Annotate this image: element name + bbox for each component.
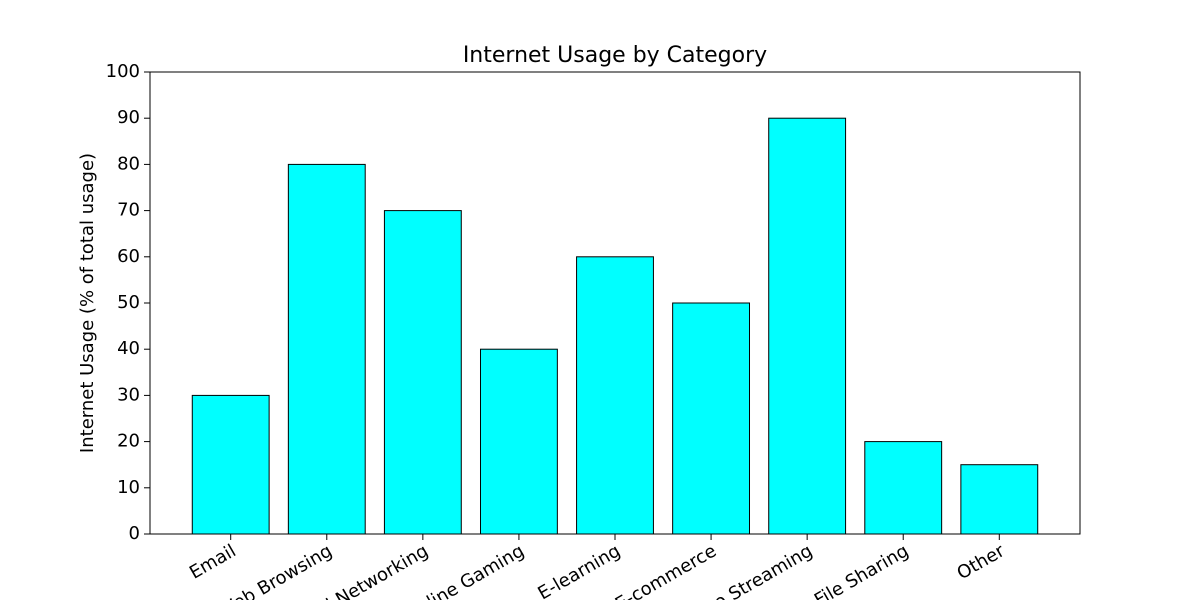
- bar: [287, 163, 366, 535]
- bar: [191, 394, 270, 535]
- x-tick-label: E-commerce: [612, 540, 720, 600]
- x-tick-label: File Sharing: [811, 540, 912, 600]
- bar: [672, 302, 751, 535]
- x-tick-label: Email: [186, 540, 240, 583]
- y-tick-label: 20: [117, 431, 140, 452]
- plot-frame: [149, 71, 1081, 535]
- bar: [479, 348, 558, 535]
- x-tick-label: E-learning: [534, 540, 624, 600]
- x-tick-label: Other: [954, 540, 1009, 584]
- chart-title: Internet Usage by Category: [463, 43, 767, 68]
- y-tick-label: 40: [117, 338, 140, 359]
- y-tick-label: 0: [129, 523, 140, 544]
- bar: [576, 256, 654, 535]
- y-axis-label: Internet Usage (% of total usage): [77, 153, 98, 453]
- y-tick-label: 10: [117, 477, 140, 498]
- bar: [383, 210, 462, 535]
- y-tick-label: 30: [117, 384, 140, 405]
- y-tick-label: 70: [117, 200, 140, 221]
- y-tick-label: 60: [117, 246, 140, 267]
- bar: [960, 464, 1039, 535]
- y-tick-label: 90: [117, 107, 140, 128]
- bar: [864, 441, 943, 535]
- bar: [768, 117, 847, 535]
- y-tick-label: 50: [117, 292, 140, 313]
- y-tick-label: 80: [117, 153, 140, 174]
- y-tick-label: 100: [106, 61, 140, 82]
